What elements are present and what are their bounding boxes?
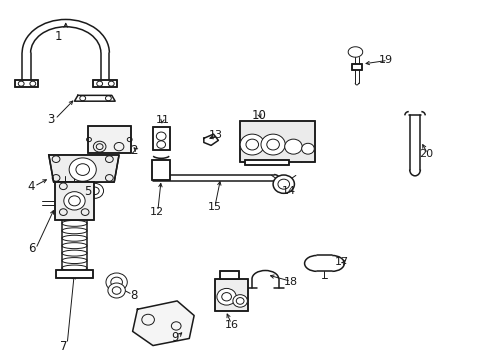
Bar <box>215 279 248 311</box>
Text: 2: 2 <box>130 144 137 157</box>
Polygon shape <box>133 301 194 346</box>
Text: 1: 1 <box>55 30 62 42</box>
Circle shape <box>64 192 85 210</box>
Polygon shape <box>49 155 119 182</box>
Bar <box>56 270 93 278</box>
Bar <box>15 80 38 87</box>
Text: 9: 9 <box>171 331 178 344</box>
Circle shape <box>86 183 103 198</box>
Text: 13: 13 <box>209 130 223 140</box>
Bar <box>88 126 131 153</box>
Polygon shape <box>74 95 115 101</box>
Bar <box>240 121 315 162</box>
Polygon shape <box>204 134 219 145</box>
Text: 4: 4 <box>27 180 35 193</box>
Bar <box>240 121 315 162</box>
Circle shape <box>302 143 314 154</box>
Circle shape <box>240 134 265 155</box>
Bar <box>245 161 289 165</box>
Circle shape <box>273 175 294 193</box>
Circle shape <box>233 295 247 307</box>
Circle shape <box>108 283 125 298</box>
Text: 18: 18 <box>284 277 298 287</box>
Text: 3: 3 <box>48 113 55 126</box>
Text: 15: 15 <box>208 202 222 212</box>
Text: 19: 19 <box>378 55 392 65</box>
Text: 11: 11 <box>156 114 170 125</box>
Bar <box>215 279 248 311</box>
Circle shape <box>69 158 96 181</box>
Bar <box>55 182 94 220</box>
Text: 6: 6 <box>28 242 36 255</box>
Text: 17: 17 <box>335 257 349 267</box>
Bar <box>94 80 117 87</box>
Bar <box>88 126 131 153</box>
Circle shape <box>217 288 236 305</box>
Bar <box>245 161 289 165</box>
Text: 14: 14 <box>282 186 295 196</box>
Text: 7: 7 <box>60 340 67 353</box>
Bar <box>94 80 117 87</box>
Bar <box>153 127 170 149</box>
Circle shape <box>106 273 127 291</box>
Bar <box>220 271 239 279</box>
Bar <box>352 64 362 70</box>
Text: 5: 5 <box>84 185 91 198</box>
Bar <box>153 127 170 149</box>
Bar <box>56 270 93 278</box>
Bar <box>152 159 171 180</box>
Circle shape <box>285 139 302 154</box>
Bar <box>152 159 171 180</box>
Circle shape <box>261 134 285 155</box>
Text: 16: 16 <box>224 320 239 330</box>
Bar <box>352 64 362 70</box>
Text: 10: 10 <box>252 109 267 122</box>
Text: 12: 12 <box>150 207 164 217</box>
Text: 20: 20 <box>419 149 434 159</box>
Bar <box>15 80 38 87</box>
Bar <box>55 182 94 220</box>
Bar <box>220 271 239 279</box>
Text: 8: 8 <box>130 289 137 302</box>
